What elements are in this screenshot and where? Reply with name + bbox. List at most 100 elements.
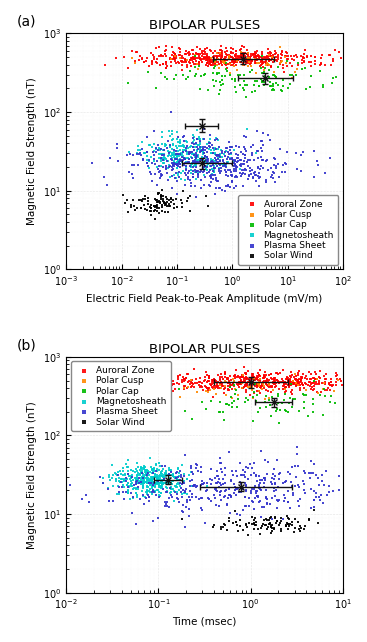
Magnetosheath [195, 139, 201, 150]
Plasma Sheet [241, 131, 247, 141]
Plasma Sheet [195, 172, 201, 182]
Plasma Sheet [280, 478, 286, 489]
Auroral Zone [214, 378, 219, 388]
Plasma Sheet [156, 161, 162, 171]
Magnetosheath [139, 464, 145, 474]
Magnetosheath [150, 464, 156, 474]
Solar Wind [210, 522, 216, 532]
Auroral Zone [262, 53, 268, 63]
Plasma Sheet [174, 160, 180, 170]
Magnetosheath [174, 474, 180, 484]
Auroral Zone [290, 54, 295, 64]
Plasma Sheet [164, 168, 170, 178]
Magnetosheath [140, 469, 146, 479]
Plasma Sheet [248, 485, 254, 496]
Plasma Sheet [202, 143, 208, 153]
Magnetosheath [188, 466, 193, 476]
Polar Cap [180, 70, 186, 80]
Auroral Zone [275, 377, 281, 387]
Polar Cap [210, 68, 216, 78]
Plasma Sheet [130, 492, 136, 502]
Plasma Sheet [174, 159, 179, 169]
Plasma Sheet [143, 158, 149, 168]
Auroral Zone [205, 57, 211, 67]
Plasma Sheet [204, 485, 210, 495]
Polar Cap [281, 395, 287, 405]
Magnetosheath [182, 145, 188, 155]
Plasma Sheet [265, 494, 270, 504]
Solar Wind [297, 521, 303, 531]
Magnetosheath [100, 478, 106, 489]
Plasma Sheet [326, 487, 332, 497]
Polar Cap [197, 83, 203, 94]
Plasma Sheet [144, 158, 150, 168]
Plasma Sheet [281, 490, 287, 500]
Plasma Sheet [204, 152, 210, 162]
Auroral Zone [254, 51, 259, 62]
Auroral Zone [269, 374, 275, 384]
Magnetosheath [162, 469, 168, 480]
Polar Cap [199, 397, 204, 407]
Polar Cusp [248, 61, 254, 71]
Plasma Sheet [115, 143, 120, 153]
Plasma Sheet [237, 168, 243, 178]
Auroral Zone [272, 374, 278, 385]
Magnetosheath [177, 137, 182, 147]
Magnetosheath [171, 159, 177, 169]
Magnetosheath [171, 148, 177, 159]
Auroral Zone [199, 378, 204, 388]
Polar Cusp [214, 48, 220, 58]
Plasma Sheet [187, 476, 193, 486]
Plasma Sheet [182, 485, 188, 496]
Plasma Sheet [317, 495, 323, 505]
Magnetosheath [212, 143, 218, 153]
Plasma Sheet [193, 492, 199, 503]
Auroral Zone [222, 367, 228, 377]
Magnetosheath [137, 469, 143, 480]
Auroral Zone [263, 376, 269, 386]
Auroral Zone [248, 51, 254, 62]
Magnetosheath [171, 152, 177, 162]
Auroral Zone [298, 375, 304, 385]
Magnetosheath [140, 474, 146, 485]
Plasma Sheet [308, 503, 314, 513]
Polar Cap [292, 394, 298, 404]
Magnetosheath [150, 465, 156, 475]
Polar Cap [235, 69, 241, 80]
Plasma Sheet [306, 468, 312, 478]
Magnetosheath [145, 472, 150, 482]
Plasma Sheet [130, 508, 135, 519]
Plasma Sheet [243, 146, 249, 156]
Magnetosheath [198, 142, 204, 152]
Auroral Zone [189, 377, 195, 388]
Auroral Zone [211, 51, 217, 62]
Auroral Zone [253, 374, 259, 385]
Auroral Zone [190, 52, 196, 62]
Plasma Sheet [311, 146, 317, 157]
Plasma Sheet [107, 153, 113, 164]
Plasma Sheet [287, 469, 292, 479]
Magnetosheath [196, 134, 202, 144]
Auroral Zone [308, 369, 314, 379]
Auroral Zone [204, 58, 210, 68]
Solar Wind [154, 202, 160, 213]
Solar Wind [156, 202, 161, 213]
Plasma Sheet [194, 166, 200, 176]
Auroral Zone [179, 65, 185, 75]
Auroral Zone [182, 54, 188, 64]
Polar Cusp [265, 59, 271, 69]
Polar Cusp [168, 53, 174, 64]
Plasma Sheet [144, 147, 150, 157]
Plasma Sheet [215, 150, 221, 160]
Auroral Zone [264, 379, 270, 390]
Auroral Zone [226, 53, 232, 63]
Plasma Sheet [190, 143, 196, 153]
Auroral Zone [197, 49, 203, 60]
Auroral Zone [266, 55, 272, 65]
Magnetosheath [139, 473, 145, 483]
Auroral Zone [240, 371, 246, 381]
Plasma Sheet [192, 157, 198, 168]
Plasma Sheet [263, 175, 269, 185]
Magnetosheath [172, 158, 178, 168]
Plasma Sheet [192, 157, 198, 168]
